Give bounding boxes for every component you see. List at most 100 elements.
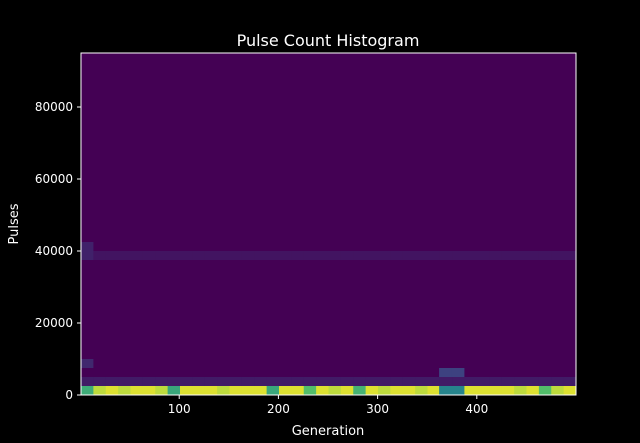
heatmap-cell — [378, 251, 391, 260]
x-tick-label: 100 — [168, 402, 191, 416]
heatmap-cell — [328, 386, 342, 395]
heatmap-cell — [402, 386, 416, 395]
heatmap-cell — [118, 377, 131, 386]
heatmap-cell — [452, 251, 466, 260]
heatmap-cell — [105, 251, 119, 260]
heatmap-cell — [291, 377, 305, 386]
heatmap-cell — [155, 251, 169, 260]
x-axis-label: Generation — [292, 424, 365, 439]
heatmap-cell — [464, 251, 478, 260]
heatmap-cell — [192, 377, 206, 386]
heatmap-cell — [514, 386, 527, 395]
heatmap-cell — [415, 377, 428, 386]
heatmap-cell — [105, 386, 119, 395]
heatmap-cell — [551, 377, 565, 386]
heatmap-cell — [501, 377, 515, 386]
heatmap-cell — [118, 386, 131, 395]
heatmap-cell — [563, 386, 577, 395]
heatmap-cell — [526, 386, 540, 395]
heatmap-cell — [204, 377, 218, 386]
heatmap-cell — [439, 368, 453, 377]
heatmap-cell — [303, 251, 317, 260]
heatmap-cell — [180, 386, 193, 395]
heatmap-cell — [167, 377, 181, 386]
heatmap-cell — [241, 251, 255, 260]
heatmap-cell — [241, 386, 255, 395]
heatmap-cell — [167, 251, 181, 260]
heatmap-cell — [538, 377, 552, 386]
y-tick-label: 60000 — [35, 172, 73, 186]
heatmap-cell — [477, 377, 490, 386]
heatmap-cell — [501, 386, 515, 395]
heatmap-cell — [266, 377, 280, 386]
heatmap-cell — [229, 251, 243, 260]
heatmap-cell — [217, 377, 230, 386]
heatmap-cell — [328, 251, 342, 260]
heatmap-cell — [514, 377, 527, 386]
heatmap-cell — [415, 386, 428, 395]
heatmap-cell — [353, 251, 367, 260]
heatmap-cell — [167, 386, 181, 395]
x-tick-label: 300 — [366, 402, 389, 416]
heatmap-cell — [526, 377, 540, 386]
heatmap-cell — [217, 386, 230, 395]
heatmap-cell — [353, 386, 367, 395]
heatmap-cell — [254, 386, 268, 395]
heatmap-cell — [464, 377, 478, 386]
heatmap-cell — [378, 377, 391, 386]
heatmap-cell — [254, 251, 268, 260]
heatmap-cell — [192, 251, 206, 260]
heatmap-cell — [402, 377, 416, 386]
heatmap-cell — [142, 386, 156, 395]
heatmap-cell — [105, 377, 119, 386]
heatmap-cell — [316, 386, 329, 395]
heatmap-cell — [353, 377, 367, 386]
heatmap-cell — [402, 251, 416, 260]
heatmap-cell — [365, 377, 379, 386]
heatmap-cell — [241, 377, 255, 386]
heatmap-cell — [291, 386, 305, 395]
heatmap-cell — [316, 251, 329, 260]
x-tick-label: 400 — [465, 402, 488, 416]
heatmap-cell — [464, 386, 478, 395]
heatmap-cell — [340, 386, 354, 395]
heatmap-cell — [427, 251, 441, 260]
heatmap-cell — [365, 251, 379, 260]
x-axis: 100 200 300 400 — [168, 395, 488, 416]
heatmap-cell — [266, 251, 280, 260]
heatmap-cell — [254, 377, 268, 386]
heatmap-cell — [229, 377, 243, 386]
heatmap-cell — [514, 251, 527, 260]
heatmap-cell — [439, 251, 453, 260]
heatmap-cell — [390, 251, 404, 260]
heatmap-cell — [538, 251, 552, 260]
heatmap-cell — [81, 386, 94, 395]
heatmap-cell — [340, 377, 354, 386]
heatmap-cell — [142, 251, 156, 260]
heatmap-cell — [180, 251, 193, 260]
heatmap-cell — [118, 251, 131, 260]
heatmap-cell — [130, 251, 144, 260]
heatmap-cell — [452, 377, 466, 386]
heatmap-cell — [427, 377, 441, 386]
heatmap-cell — [204, 386, 218, 395]
y-tick-label: 20000 — [35, 316, 73, 330]
heatmap-cell — [439, 377, 453, 386]
plot-area — [80, 52, 577, 396]
heatmap-cell — [501, 251, 515, 260]
heatmap-cell — [81, 359, 94, 368]
heatmap-cell — [81, 242, 94, 260]
heatmap-cell — [328, 377, 342, 386]
heatmap-cell — [204, 251, 218, 260]
heatmap-cell — [303, 377, 317, 386]
heatmap-cell — [93, 377, 107, 386]
heatmap-cell — [427, 386, 441, 395]
heatmap-cell — [451, 368, 465, 377]
chart-title: Pulse Count Histogram — [237, 31, 420, 50]
heatmap-cell — [340, 251, 354, 260]
y-tick-label: 40000 — [35, 244, 73, 258]
heatmap-cell — [477, 251, 490, 260]
heatmap-cell — [316, 377, 329, 386]
heatmap-cell — [279, 386, 292, 395]
